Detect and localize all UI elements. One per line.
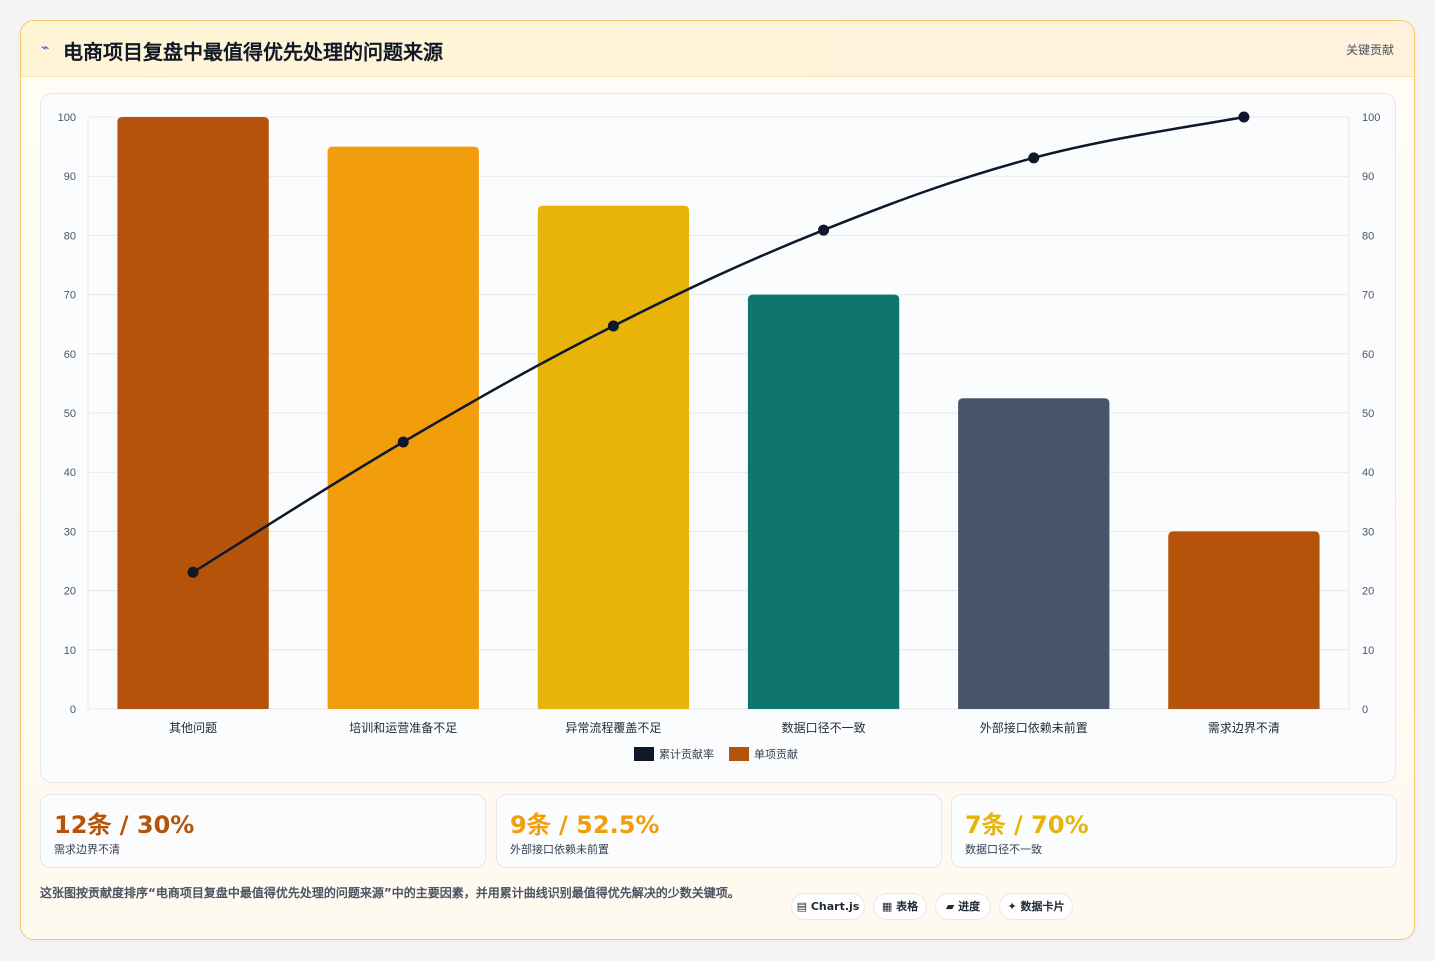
bar bbox=[958, 398, 1110, 709]
cumulative-point bbox=[1028, 152, 1040, 164]
y-tick-label: 80 bbox=[64, 230, 76, 242]
stat-label: 外部接口依赖未前置 bbox=[510, 843, 609, 856]
y-tick-label: 90 bbox=[64, 171, 76, 183]
cumulative-point bbox=[187, 566, 199, 578]
stat-card-3: 7条 / 70% 数据口径不一致 bbox=[951, 794, 1397, 868]
cumulative-line bbox=[192, 115, 1245, 574]
y2-tick-label: 0 bbox=[1362, 704, 1368, 716]
cumulative-point bbox=[397, 436, 409, 448]
y2-tick-label: 30 bbox=[1362, 526, 1374, 538]
stat-card-1: 12条 / 30% 需求边界不清 bbox=[40, 794, 486, 868]
legend-label-single: 单项贡献 bbox=[754, 747, 798, 761]
y2-tick-label: 20 bbox=[1362, 586, 1374, 598]
card-header: ⌁ 电商项目复盘中最值得优先处理的问题来源 关键贡献 bbox=[21, 21, 1414, 77]
stat-value: 7条 / 70% bbox=[965, 811, 1089, 839]
pill-chartjs[interactable]: ▤ Chart.js bbox=[791, 893, 865, 920]
y2-tick-label: 10 bbox=[1362, 645, 1374, 657]
cumulative-point bbox=[607, 320, 619, 332]
header-tag: 关键贡献 bbox=[1345, 43, 1394, 57]
x-tick-label: 其他问题 bbox=[169, 721, 217, 735]
bolt-icon: ⌁ bbox=[41, 40, 50, 56]
legend-swatch-single bbox=[729, 747, 749, 761]
y2-tick-label: 60 bbox=[1362, 349, 1374, 361]
x-tick-label: 异常流程覆盖不足 bbox=[565, 720, 661, 735]
legend-swatch-cumulative bbox=[634, 747, 654, 761]
pill-data-card[interactable]: ✦ 数据卡片 bbox=[999, 893, 1073, 920]
pareto-chart: 0 0 10 10 20 20 30 30 40 40 50 50 60 60 70 70 80 80 90 90 10… bbox=[58, 111, 1380, 761]
pill-table[interactable]: ▦ 表格 bbox=[873, 893, 927, 920]
legend-label-cumulative: 累计贡献率 bbox=[659, 747, 714, 761]
y-tick-label: 70 bbox=[64, 290, 76, 302]
y-tick-label: 50 bbox=[64, 408, 76, 420]
stat-value: 9条 / 52.5% bbox=[510, 811, 660, 839]
bar bbox=[117, 117, 269, 709]
x-tick-label: 需求边界不清 bbox=[1208, 721, 1280, 735]
bar bbox=[327, 146, 479, 710]
bar bbox=[1168, 531, 1320, 709]
y-tick-label: 20 bbox=[64, 586, 76, 598]
x-tick-label: 培训和运营准备不足 bbox=[349, 720, 457, 735]
y2-tick-label: 50 bbox=[1362, 408, 1374, 420]
y2-tick-label: 90 bbox=[1362, 171, 1374, 183]
y2-tick-label: 70 bbox=[1362, 290, 1374, 302]
y2-tick-label: 40 bbox=[1362, 467, 1374, 479]
stat-label: 数据口径不一致 bbox=[965, 843, 1042, 856]
pill-progress[interactable]: ▰ 进度 bbox=[935, 893, 991, 920]
stat-label: 需求边界不清 bbox=[54, 843, 120, 856]
x-tick-label: 数据口径不一致 bbox=[782, 720, 866, 735]
page-title: 电商项目复盘中最值得优先处理的问题来源 bbox=[63, 40, 443, 64]
chart-panel: 0 0 10 10 20 20 30 30 40 40 50 50 60 60 70 70 80 80 90 90 10… bbox=[40, 93, 1396, 783]
cumulative-point bbox=[818, 224, 830, 236]
y-tick-label: 40 bbox=[64, 467, 76, 479]
bar bbox=[747, 294, 900, 709]
y-tick-label: 60 bbox=[64, 349, 76, 361]
bar bbox=[537, 205, 690, 710]
y-tick-label: 30 bbox=[64, 526, 76, 538]
stat-value: 12条 / 30% bbox=[54, 811, 195, 839]
y2-tick-label: 100 bbox=[1362, 112, 1380, 124]
chart-card: ⌁ 电商项目复盘中最值得优先处理的问题来源 关键贡献 0 0 10 10 20 20 30 3… bbox=[20, 20, 1415, 940]
cumulative-point bbox=[1238, 111, 1250, 123]
y-tick-label: 10 bbox=[64, 645, 76, 657]
y2-tick-label: 80 bbox=[1362, 230, 1374, 242]
y-tick-label: 100 bbox=[58, 112, 76, 124]
chart-note: 这张图按贡献度排序“电商项目复盘中最值得优先处理的问题来源”中的主要因素，并用累… bbox=[40, 886, 740, 900]
y-tick-label: 0 bbox=[70, 704, 76, 716]
stat-card-2: 9条 / 52.5% 外部接口依赖未前置 bbox=[496, 794, 942, 868]
x-tick-label: 外部接口依赖未前置 bbox=[980, 720, 1088, 735]
